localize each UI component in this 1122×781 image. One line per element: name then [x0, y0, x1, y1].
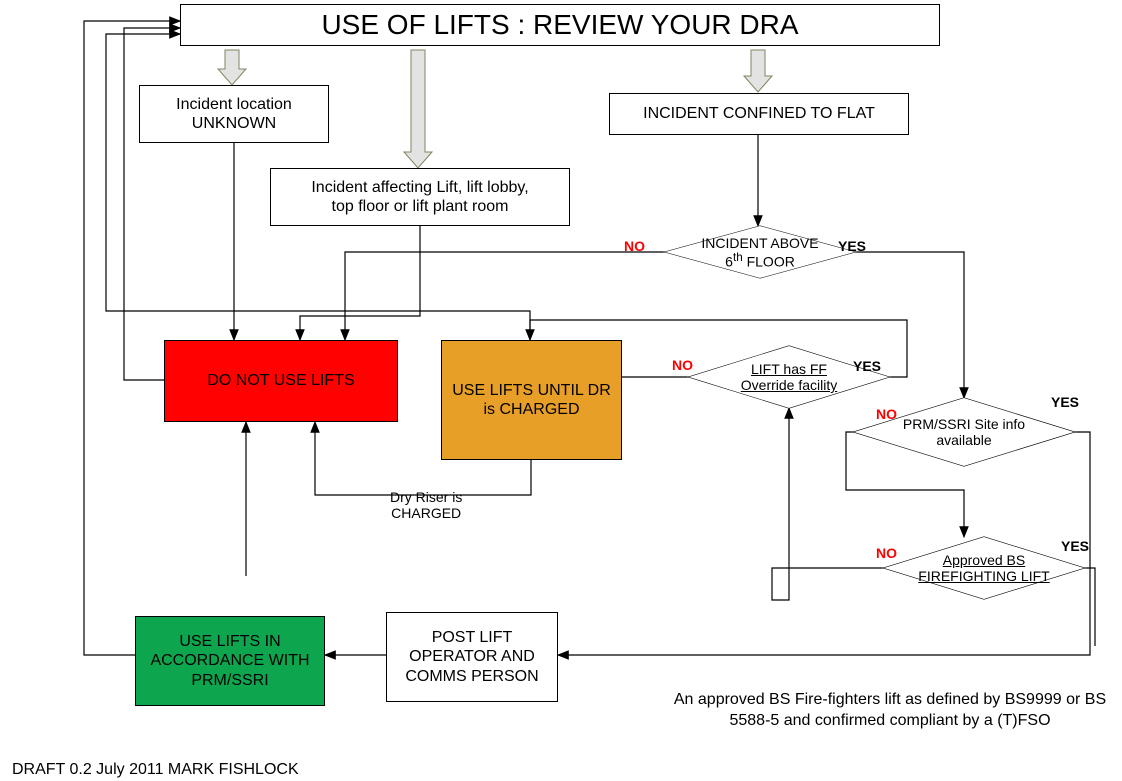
decision-text-line: FIREFIGHTING LIFT: [918, 568, 1049, 584]
node-do-not-use-lifts: DO NOT USE LIFTS: [164, 340, 398, 422]
node-text-line: OPERATOR AND: [409, 647, 535, 666]
edge-label-no: NO: [876, 406, 897, 422]
node-use-lifts-until-dr-charged: USE LIFTS UNTIL DR is CHARGED: [441, 340, 622, 460]
node-text-line: PRM/SSRI: [191, 671, 268, 690]
decision-text-line: 6th FLOOR: [701, 251, 818, 270]
decision-approved-bs-lift: Approved BS FIREFIGHTING LIFT: [884, 537, 1084, 599]
node-post-lift-operator: POST LIFT OPERATOR AND COMMS PERSON: [386, 612, 558, 702]
node-incident-location-unknown: Incident location UNKNOWN: [139, 85, 329, 143]
edge-label-yes: YES: [853, 358, 881, 374]
node-text-line: USE LIFTS UNTIL DR: [452, 381, 611, 400]
node-text-line: Incident affecting Lift, lift lobby,: [311, 178, 528, 197]
node-text-line: ACCORDANCE WITH: [150, 651, 309, 670]
node-incident-confined-to-flat: INCIDENT CONFINED TO FLAT: [609, 93, 909, 135]
decision-text-line: INCIDENT ABOVE: [701, 235, 818, 251]
decision-text-line: available: [903, 432, 1025, 448]
edge-label-dry-riser: Dry Riser is CHARGED: [390, 489, 462, 521]
decision-text-line: Approved BS: [918, 552, 1049, 568]
footnote-bs-definition: An approved BS Fire-fighters lift as def…: [660, 690, 1120, 732]
title-box: USE OF LIFTS : REVIEW YOUR DRA: [180, 4, 940, 46]
decision-text-line: Override facility: [741, 377, 837, 393]
edge-label-no: NO: [624, 238, 645, 254]
edge-label-yes: YES: [838, 238, 866, 254]
node-text: DO NOT USE LIFTS: [207, 371, 354, 390]
node-text-line: USE LIFTS IN: [179, 632, 280, 651]
node-text-line: is CHARGED: [483, 400, 579, 419]
node-text-line: POST LIFT: [432, 628, 513, 647]
edge-label-no: NO: [672, 357, 693, 373]
node-text: INCIDENT CONFINED TO FLAT: [643, 104, 875, 123]
edge-label-yes: YES: [1051, 394, 1079, 410]
footnote-draft: DRAFT 0.2 July 2011 MARK FISHLOCK: [12, 760, 299, 781]
edge-label-yes: YES: [1061, 538, 1089, 554]
node-text-line: Incident location: [176, 95, 292, 114]
node-text-line: UNKNOWN: [192, 114, 276, 133]
decision-incident-above-6th-floor: INCIDENT ABOVE 6th FLOOR: [665, 226, 855, 278]
node-text-line: top floor or lift plant room: [332, 197, 509, 216]
title-text: USE OF LIFTS : REVIEW YOUR DRA: [321, 8, 798, 42]
decision-text-line: PRM/SSRI Site info: [903, 416, 1025, 432]
node-affecting-lift: Incident affecting Lift, lift lobby, top…: [270, 168, 570, 226]
edge-label-no: NO: [876, 545, 897, 561]
node-use-lifts-prm-ssri: USE LIFTS IN ACCORDANCE WITH PRM/SSRI: [135, 616, 325, 706]
node-text-line: COMMS PERSON: [405, 667, 538, 686]
decision-text-line: LIFT has FF: [741, 361, 837, 377]
